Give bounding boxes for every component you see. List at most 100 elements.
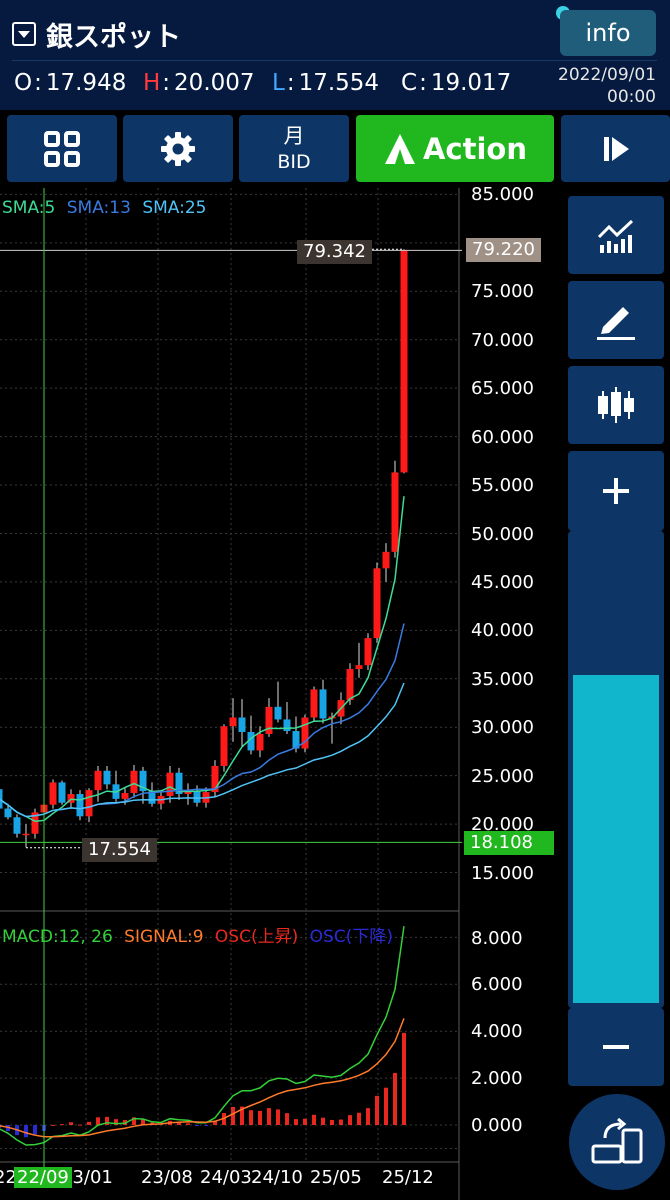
osc-bar	[375, 1095, 379, 1125]
signal-line	[0, 1018, 405, 1138]
candle-body	[247, 732, 255, 751]
candle-body	[4, 808, 12, 818]
plus-icon	[603, 478, 629, 504]
macd-y-tick-label: 8.000	[471, 928, 523, 949]
candle-body	[130, 770, 138, 794]
macd-y-tick-label: 2.000	[471, 1068, 523, 1089]
rotate-device-icon	[591, 1117, 643, 1164]
candle-body	[355, 665, 363, 670]
candle-body	[31, 812, 39, 834]
period-label: 月	[283, 123, 305, 148]
x-tick-label: 25/12	[382, 1167, 434, 1188]
x-tick-label: 25/05	[310, 1167, 362, 1188]
candle-body	[85, 790, 93, 817]
sma25-legend: SMA:25	[142, 198, 207, 218]
candle-style-button[interactable]	[568, 366, 664, 444]
y-tick-label: 40.000	[471, 620, 534, 641]
zoom-slider[interactable]	[568, 531, 664, 1008]
candle-body	[94, 770, 102, 791]
candle-body	[301, 717, 309, 749]
candle-body	[22, 833, 30, 836]
symbol-name: 銀スポット	[46, 21, 181, 53]
draw-pencil-icon	[597, 307, 635, 340]
osc-bar	[114, 1119, 118, 1125]
price-type-label: BID	[277, 150, 311, 173]
macd-y-tick-label: 0.000	[471, 1115, 523, 1136]
candle-body	[166, 772, 174, 796]
osc-bar	[357, 1112, 361, 1125]
candle-body	[103, 770, 111, 785]
play-button[interactable]	[561, 115, 670, 182]
osc-bar	[195, 1125, 199, 1126]
minus-icon	[603, 1045, 629, 1049]
candle-body	[346, 669, 354, 701]
action-label: Action	[422, 131, 527, 166]
osc-bar	[213, 1121, 217, 1125]
osc-bar	[276, 1109, 280, 1125]
grid-icon	[44, 130, 80, 167]
osc-bar	[303, 1118, 307, 1125]
candle-body	[382, 551, 390, 569]
high-marker-label: 79.342	[297, 240, 372, 264]
y-tick-label: 30.000	[471, 717, 534, 738]
low-marker-label: 17.554	[82, 838, 157, 862]
price-chart[interactable]	[0, 188, 562, 1200]
low-price: L:17.554	[272, 70, 380, 96]
osc-bar	[33, 1125, 37, 1135]
osc-bar	[312, 1114, 316, 1125]
header-divider	[12, 60, 657, 61]
candle-body	[256, 733, 264, 751]
candle-body	[13, 817, 21, 834]
osc-bar	[402, 1032, 406, 1125]
y-tick-label: 85.000	[471, 184, 534, 205]
indicator-button[interactable]	[568, 196, 664, 274]
sma-legend: SMA:5 SMA:13 SMA:25	[2, 198, 206, 218]
bar-time: 00:00	[607, 87, 656, 107]
candle-body	[292, 731, 300, 749]
candle-body	[139, 770, 147, 792]
osc-bar	[204, 1125, 208, 1126]
candle-body	[220, 726, 228, 766]
signal-legend-item: SIGNAL:9	[124, 927, 204, 947]
layout-button[interactable]	[7, 115, 117, 182]
x-tick-label: 23/08	[141, 1167, 193, 1188]
osc-bar	[51, 1124, 55, 1126]
candle-body	[211, 765, 219, 793]
osc-down-legend-item: OSC(下降)	[309, 927, 393, 947]
candle-body	[0, 789, 3, 809]
osc-bar	[240, 1106, 244, 1125]
zoom-out-button[interactable]	[568, 1008, 664, 1086]
y-tick-label: 20.000	[471, 814, 534, 835]
info-button[interactable]: info	[560, 10, 656, 56]
cursor-date-tag: 22/09	[14, 1167, 72, 1188]
osc-bar	[339, 1119, 343, 1125]
draw-button[interactable]	[568, 281, 664, 359]
candle-body	[319, 689, 327, 719]
osc-bar	[321, 1117, 325, 1125]
osc-bar	[393, 1072, 397, 1125]
triangle-a-icon	[384, 133, 415, 164]
osc-bar	[87, 1121, 91, 1125]
macd-legend: MACD:12, 26 SIGNAL:9 OSC(上昇) OSC(下降)	[2, 922, 393, 947]
osc-bar	[141, 1119, 145, 1125]
period-button[interactable]: 月 BID	[239, 115, 349, 182]
zoom-in-button[interactable]	[568, 451, 664, 531]
symbol-selector[interactable]: 銀スポット	[12, 14, 181, 54]
osc-bar	[285, 1113, 289, 1125]
rotate-button[interactable]	[569, 1094, 665, 1190]
candle-body	[58, 782, 66, 803]
y-tick-label: 75.000	[471, 281, 534, 302]
action-button[interactable]: Action	[356, 115, 554, 182]
header-bar: 銀スポット info O:17.948 H:20.007 L:17.554 C:…	[0, 0, 670, 110]
candle-body	[400, 250, 408, 473]
settings-button[interactable]	[123, 115, 233, 182]
candle-body	[148, 791, 156, 804]
osc-bar	[258, 1110, 262, 1125]
y-tick-label: 60.000	[471, 427, 534, 448]
y-tick-label: 70.000	[471, 330, 534, 351]
macd-line	[0, 926, 405, 1146]
candle-body	[391, 472, 399, 552]
osc-bar	[24, 1125, 28, 1138]
osc-bar	[348, 1115, 352, 1125]
candle-body	[274, 706, 282, 720]
